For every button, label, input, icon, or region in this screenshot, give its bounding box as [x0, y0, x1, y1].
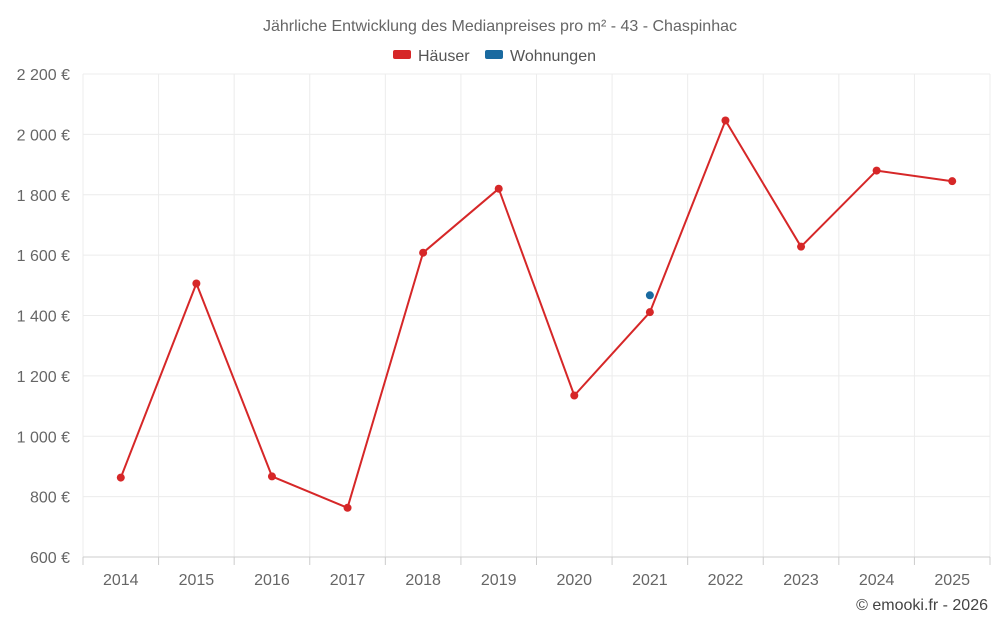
legend-swatch-haeuser[interactable]: [393, 50, 411, 59]
x-tick-label: 2015: [179, 572, 215, 589]
x-tick-label: 2018: [405, 572, 441, 589]
y-tick-label: 1 600 €: [17, 248, 70, 265]
y-tick-label: 2 200 €: [17, 67, 70, 84]
y-tick-label: 1 200 €: [17, 369, 70, 386]
legend-swatch-wohnungen[interactable]: [485, 50, 503, 59]
data-point-haeuser[interactable]: [419, 248, 428, 257]
x-tick-label: 2024: [859, 572, 895, 589]
y-tick-label: 2 000 €: [17, 127, 70, 144]
chart-title: Jährliche Entwicklung des Medianpreises …: [263, 18, 737, 35]
series-line-haeuser: [119, 119, 953, 509]
y-tick-label: 1 400 €: [17, 309, 70, 326]
data-point-haeuser[interactable]: [872, 166, 881, 175]
series-wohnungen: [645, 291, 654, 300]
legend: Häuser Wohnungen: [393, 48, 596, 65]
data-point-haeuser[interactable]: [645, 308, 654, 317]
series-haeuser: [116, 116, 957, 512]
data-point-haeuser[interactable]: [721, 116, 730, 125]
x-tick-label: 2023: [783, 572, 819, 589]
y-tick-label: 800 €: [30, 490, 70, 507]
y-tick-label: 1 000 €: [17, 429, 70, 446]
legend-label-wohnungen[interactable]: Wohnungen: [510, 48, 596, 65]
data-point-haeuser[interactable]: [570, 391, 579, 400]
data-point-haeuser[interactable]: [948, 177, 957, 186]
data-point-haeuser[interactable]: [343, 503, 352, 512]
x-tick-label: 2016: [254, 572, 290, 589]
data-point-haeuser[interactable]: [116, 473, 125, 482]
series: [116, 116, 957, 512]
legend-label-haeuser[interactable]: Häuser: [418, 48, 470, 65]
y-tick-label: 600 €: [30, 550, 70, 567]
x-tick-label: 2020: [556, 572, 592, 589]
x-tick-label: 2019: [481, 572, 517, 589]
data-point-wohnungen[interactable]: [645, 291, 654, 300]
data-point-haeuser[interactable]: [267, 472, 276, 481]
data-point-haeuser[interactable]: [797, 242, 806, 251]
x-tick-label: 2017: [330, 572, 366, 589]
x-tick-label: 2022: [708, 572, 744, 589]
data-point-haeuser[interactable]: [192, 279, 201, 288]
credit-text: © emooki.fr - 2026: [856, 597, 988, 614]
gridlines: [82, 73, 991, 557]
y-tick-label: 1 800 €: [17, 188, 70, 205]
x-tick-label: 2014: [103, 572, 139, 589]
x-tick-label: 2025: [934, 572, 970, 589]
axes: 600 € 800 € 1 000 € 1 200 € 1 400 € 1 600 € 1 …: [17, 67, 991, 589]
x-tick-label: 2021: [632, 572, 668, 589]
data-point-haeuser[interactable]: [494, 184, 503, 193]
